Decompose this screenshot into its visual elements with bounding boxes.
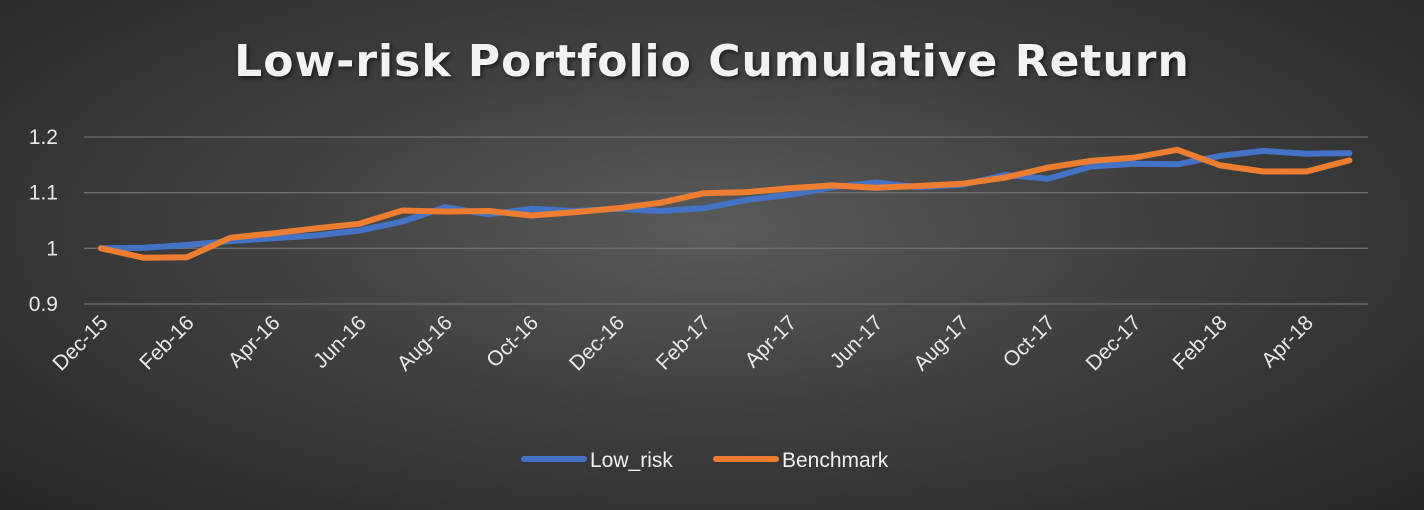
series-line-low-risk <box>98 147 1353 252</box>
x-tick-label: Jun-17 <box>826 311 888 373</box>
legend[interactable]: Low_risk Benchmark <box>521 449 889 472</box>
legend-label-low-risk: Low_risk <box>590 449 673 472</box>
x-tick-label: Feb-18 <box>1169 311 1232 374</box>
x-tick-label: Dec-17 <box>1082 311 1146 375</box>
x-tick-label: Dec-15 <box>48 311 112 375</box>
x-tick-label: Apr-18 <box>1257 311 1318 372</box>
x-tick-label: Dec-16 <box>565 311 629 375</box>
legend-label-benchmark: Benchmark <box>782 449 889 472</box>
y-tick-label: 1.2 <box>29 126 58 149</box>
x-tick-label: Feb-16 <box>135 311 198 374</box>
x-tick-label: Aug-17 <box>909 311 973 375</box>
series-lines <box>98 146 1353 261</box>
series-line-benchmark <box>98 146 1353 261</box>
x-tick-label: Oct-17 <box>999 311 1060 372</box>
x-tick-label: Oct-16 <box>482 311 543 372</box>
y-tick-label: 1 <box>46 237 58 260</box>
y-axis-ticks: 0.9 1 1.1 1.2 <box>29 126 58 316</box>
y-tick-label: 1.1 <box>29 182 58 205</box>
x-tick-label: Apr-16 <box>224 311 285 372</box>
chart-title: Low-risk Portfolio Cumulative Return <box>234 36 1190 87</box>
x-tick-label: Aug-16 <box>393 311 457 375</box>
x-tick-label: Jun-16 <box>309 311 371 373</box>
x-tick-label: Feb-17 <box>652 311 715 374</box>
x-axis-ticks: Dec-15 Feb-16 Apr-16 Jun-16 Aug-16 Oct-16 Dec-… <box>48 311 1318 375</box>
x-tick-label: Apr-17 <box>741 311 802 372</box>
y-tick-label: 0.9 <box>29 293 58 316</box>
